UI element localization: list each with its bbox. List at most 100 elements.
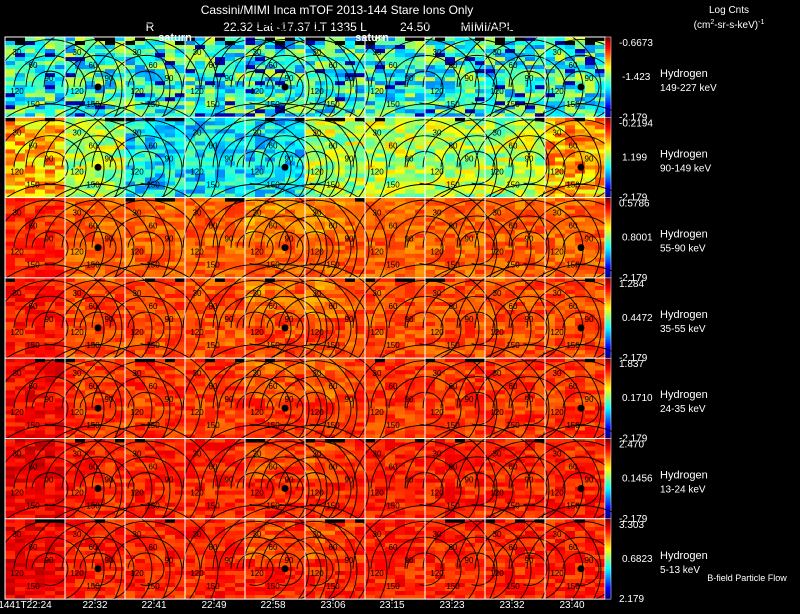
heatmap-cell [145, 242, 155, 246]
contour-label: 150 [206, 180, 220, 189]
heatmap-cell [215, 254, 225, 258]
heatmap-cell [435, 137, 445, 141]
heatmap-cell [235, 165, 245, 169]
heatmap-cell [365, 318, 375, 322]
heatmap-cell [175, 81, 185, 85]
heatmap-cell [425, 234, 435, 238]
heatmap-cell [545, 117, 555, 121]
heatmap-cell [105, 330, 115, 334]
heatmap-cell [235, 125, 245, 129]
heatmap-cell [175, 145, 185, 149]
heatmap-cell [265, 286, 275, 290]
heatmap-cell [295, 326, 305, 330]
heatmap-cell [565, 109, 575, 113]
heatmap-cell [45, 210, 55, 214]
contour-label: 30 [313, 209, 322, 218]
heatmap-cell [425, 226, 435, 230]
heatmap-cell [5, 266, 15, 270]
contour-label: 30 [373, 48, 382, 57]
heatmap-cell [235, 141, 245, 145]
heatmap-cell [435, 298, 445, 302]
heatmap-cell [255, 77, 265, 81]
heatmap-cell [345, 117, 355, 121]
heatmap-cell [395, 270, 405, 274]
heatmap-cell [395, 53, 405, 57]
heatmap-cell [555, 178, 565, 182]
heatmap-cell [505, 198, 515, 202]
heatmap-cell [455, 109, 465, 113]
heatmap-cell [395, 85, 405, 89]
heatmap-cell [555, 198, 565, 202]
heatmap-cell [425, 186, 435, 190]
heatmap-cell [225, 93, 235, 97]
heatmap-cell [245, 202, 255, 206]
heatmap-cell [315, 270, 325, 274]
heatmap-cell [425, 41, 435, 45]
heatmap-cell [365, 222, 375, 226]
heatmap-cell [595, 129, 605, 133]
heatmap-cell [325, 210, 335, 214]
heatmap-cell [325, 286, 335, 290]
heatmap-cell [245, 302, 255, 306]
heatmap-cell [25, 53, 35, 57]
heatmap-cell [425, 81, 435, 85]
heatmap-cell [185, 322, 195, 326]
heatmap-cell [575, 254, 585, 258]
heatmap-cell [375, 157, 385, 161]
heatmap-cell [595, 302, 605, 306]
heatmap-cell [425, 161, 435, 165]
heatmap-cell [115, 290, 125, 294]
heatmap-cell [355, 69, 365, 73]
heatmap-cell [25, 190, 35, 194]
heatmap-cell [245, 109, 255, 113]
heatmap-cell [555, 109, 565, 113]
heatmap-cell [175, 326, 185, 330]
heatmap-cell [175, 85, 185, 89]
heatmap-cell [205, 326, 215, 330]
heatmap-cell [5, 222, 15, 226]
heatmap-cell [185, 121, 195, 125]
heatmap-cell [145, 81, 155, 85]
heatmap-cell [15, 141, 25, 145]
contour-label: 30 [193, 209, 202, 218]
heatmap-cell [5, 282, 15, 286]
heatmap-cell [345, 246, 355, 250]
panel-energy: 55-90 keV [660, 244, 706, 255]
heatmap-cell [405, 65, 415, 69]
heatmap-cell [215, 85, 225, 89]
heatmap-cell [455, 326, 465, 330]
contour-label: 120 [70, 87, 84, 96]
heatmap-cell [515, 170, 525, 174]
panel-species: Hydrogen [660, 148, 708, 160]
heatmap-cell [215, 326, 225, 330]
heatmap-cell [95, 49, 105, 53]
heatmap-cell [35, 190, 45, 194]
heatmap-cell [195, 270, 205, 274]
heatmap-cell [465, 178, 475, 182]
heatmap-cell [505, 161, 515, 165]
heatmap-cell [545, 145, 555, 149]
heatmap-cell [255, 270, 265, 274]
heatmap-cell [195, 117, 205, 121]
heatmap-cell [505, 294, 515, 298]
heatmap-cell [185, 73, 195, 77]
heatmap-cell [235, 93, 245, 97]
heatmap-cell [345, 97, 355, 101]
heatmap-cell [275, 174, 285, 178]
heatmap-cell [55, 145, 65, 149]
heatmap-cell [25, 85, 35, 89]
heatmap-cell [565, 174, 575, 178]
heatmap-cell [5, 77, 15, 81]
heatmap-cell [295, 250, 305, 254]
contour-label: 120 [430, 87, 444, 96]
heatmap-cell [385, 234, 395, 238]
heatmap-cell [235, 109, 245, 113]
heatmap-cell [105, 65, 115, 69]
heatmap-cell [585, 330, 595, 334]
heatmap-cell [565, 45, 575, 49]
heatmap-cell [565, 202, 575, 206]
heatmap-cell [175, 45, 185, 49]
heatmap-cell [445, 278, 455, 282]
heatmap-cell [295, 89, 305, 93]
heatmap-cell [235, 49, 245, 53]
